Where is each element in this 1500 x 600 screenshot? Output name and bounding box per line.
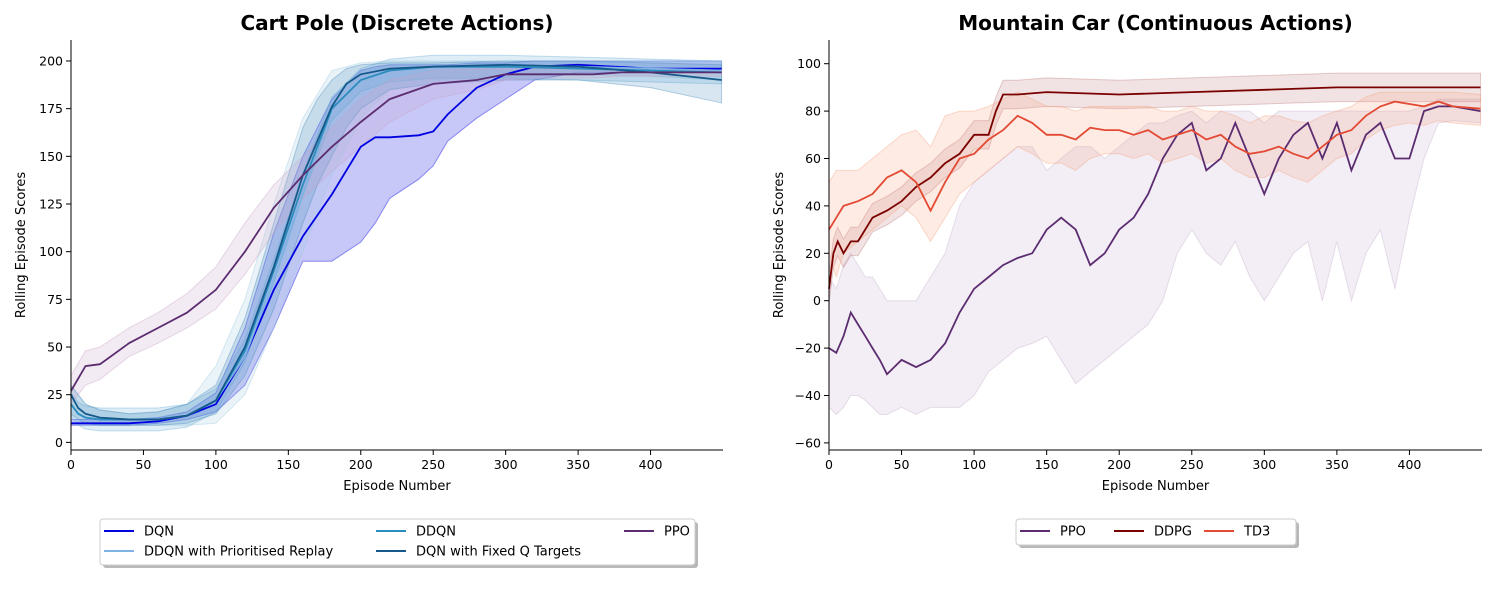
x-tick-label: 50 (135, 457, 151, 472)
y-tick-label: 150 (39, 149, 63, 164)
legend-item-ddqn: DDQN (376, 525, 456, 540)
chart-title: Mountain Car (Continuous Actions) (958, 11, 1353, 35)
x-tick-label: 350 (566, 457, 590, 472)
legend-box (99, 518, 696, 566)
x-tick-label: 150 (276, 457, 300, 472)
series-line-ddpg (828, 86, 1481, 289)
legend-label: DQN with Fixed Q Targets (416, 545, 581, 560)
x-tick-label: 250 (1180, 457, 1204, 472)
band-dqn-with-fixed-q-targets (70, 60, 723, 426)
legend-label: DDQN with Prioritised Replay (144, 545, 333, 560)
x-axis-label: Episode Number (343, 479, 451, 494)
legend-item-dqn: DQN (104, 525, 174, 540)
x-tick-label: 250 (421, 457, 445, 472)
x-tick-label: 200 (349, 457, 373, 472)
cart-pole-legend: DQN DDQN with Prioritised Replay DDQN DQN w… (99, 518, 698, 568)
legend-label: PPO (664, 525, 690, 540)
cart-pole-chart: Cart Pole (Discrete Actions) 0 50 100 150 200… (14, 11, 723, 494)
y-tick-label: −20 (795, 341, 821, 356)
y-tick-label: 80 (805, 104, 821, 119)
x-tick-label: 200 (1107, 457, 1131, 472)
y-tick-label: 75 (47, 292, 63, 307)
legend-label: TD3 (1243, 525, 1270, 540)
mountain-car-chart: Mountain Car (Continuous Actions) 0 50 100 1… (772, 11, 1482, 494)
legend-label: DQN (144, 525, 174, 540)
series-line-ppo (70, 71, 722, 392)
y-tick-label: 25 (47, 387, 63, 402)
legend-label: PPO (1060, 525, 1086, 540)
x-tick-label: 50 (894, 457, 910, 472)
y-tick-label: −60 (795, 435, 821, 450)
band-ppo (828, 98, 1482, 416)
series-line-ppo (828, 105, 1481, 376)
y-tick-label: 100 (797, 56, 821, 71)
chart-title: Cart Pole (Discrete Actions) (241, 11, 554, 35)
mountain-car-legend: PPO DDPG TD3 (1015, 518, 1299, 548)
x-tick-label: 100 (204, 457, 228, 472)
legend-item-ppo: PPO (1020, 525, 1086, 540)
y-tick-label: −40 (795, 388, 821, 403)
y-tick-label: 40 (805, 198, 821, 213)
series-line-ddqn (70, 65, 722, 421)
x-tick-label: 400 (639, 457, 663, 472)
x-tick-label: 350 (1325, 457, 1349, 472)
y-tick-label: 175 (39, 101, 63, 116)
y-tick-label: 200 (39, 53, 63, 68)
y-tick-label: 20 (805, 246, 821, 261)
series-line-td3 (828, 100, 1481, 231)
x-tick-label: 300 (1252, 457, 1276, 472)
legend-item-td3: TD3 (1204, 525, 1270, 540)
legend-label: DDQN (416, 525, 456, 540)
x-tick-label: 100 (962, 457, 986, 472)
band-ddpg (828, 72, 1482, 304)
legend-item-ddqn-with-prioritised-replay: DDQN with Prioritised Replay (104, 545, 333, 560)
legend-item-dqn-with-fixed-q-targets: DQN with Fixed Q Targets (376, 545, 581, 560)
y-tick-label: 100 (39, 244, 63, 259)
y-axis-label: Rolling Episode Scores (14, 172, 29, 318)
band-ddqn (70, 54, 723, 432)
y-tick-label: 50 (47, 340, 63, 355)
legend-item-ppo: PPO (624, 525, 690, 540)
y-axis-label: Rolling Episode Scores (772, 172, 787, 318)
y-tick-label: 0 (55, 435, 63, 450)
y-tick-label: 0 (813, 293, 821, 308)
x-tick-label: 400 (1398, 457, 1422, 472)
x-tick-label: 300 (494, 457, 518, 472)
band-ppo (70, 68, 723, 406)
legend-box (1015, 518, 1297, 546)
x-tick-label: 0 (67, 457, 75, 472)
y-tick-label: 125 (39, 197, 63, 212)
x-tick-label: 150 (1035, 457, 1059, 472)
legend-item-ddpg: DDPG (1114, 525, 1192, 540)
y-tick-label: 60 (805, 151, 821, 166)
x-tick-label: 0 (825, 457, 833, 472)
x-axis-label: Episode Number (1102, 479, 1210, 494)
series-line-dqn (71, 63, 722, 425)
legend-label: DDPG (1154, 525, 1192, 540)
